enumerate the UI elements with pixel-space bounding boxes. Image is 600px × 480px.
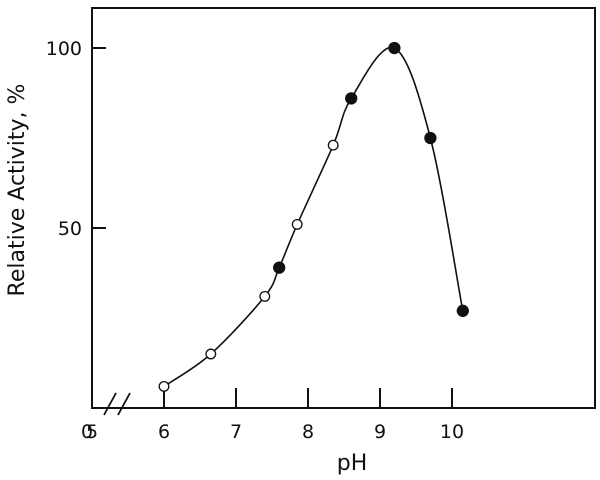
y-axis-title: Relative Activity, %	[5, 84, 30, 297]
x-tick-label: 8	[302, 421, 314, 443]
open-data-point	[158, 380, 170, 392]
x-tick-label: 10	[440, 421, 464, 443]
open-data-point	[259, 290, 271, 302]
filled-data-point	[388, 41, 401, 55]
filled-data-point	[273, 261, 286, 274]
open-data-point	[327, 139, 339, 151]
axis-break-mark	[103, 392, 117, 416]
axis-break-mark	[117, 392, 131, 416]
plot-frame	[91, 7, 596, 409]
y-ticks: 50 100	[46, 38, 106, 240]
open-data-point	[291, 218, 303, 230]
y-tick-label: 50	[58, 218, 82, 240]
y-tick-label: 100	[46, 38, 82, 60]
data-points	[158, 41, 469, 392]
x-tick-label: 0	[81, 421, 93, 443]
x-tick-label: 5	[86, 421, 98, 443]
x-tick-label: 6	[158, 421, 170, 443]
fit-curve	[163, 46, 464, 388]
filled-data-point	[424, 131, 437, 145]
axis-break-marks	[103, 392, 131, 416]
open-data-point	[205, 348, 217, 360]
x-tick-label: 9	[374, 421, 386, 443]
x-ticks: 5 6 7 8 9 10 0	[81, 388, 464, 443]
filled-data-point	[456, 304, 469, 317]
x-tick-label: 7	[230, 421, 242, 443]
x-axis-title: pH	[337, 451, 368, 476]
filled-data-point	[345, 92, 358, 105]
